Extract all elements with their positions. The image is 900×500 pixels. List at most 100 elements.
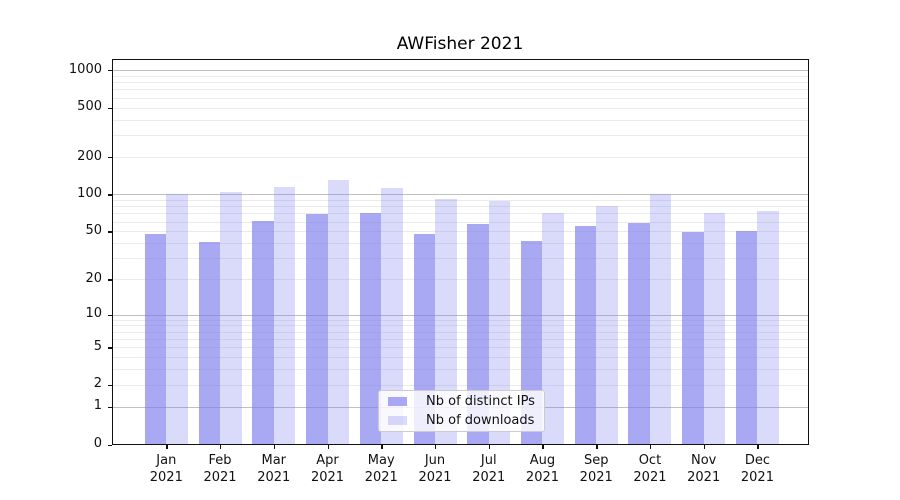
minor-gridline: [113, 82, 808, 84]
bar-downloads: [381, 187, 403, 445]
minor-gridline: [113, 75, 808, 77]
y-tick-mark: [108, 279, 112, 281]
legend-item-downloads: Nb of downloads: [388, 413, 535, 428]
bar-downloads: [542, 212, 564, 445]
x-tick-mark: [166, 445, 168, 449]
minor-gridline: [113, 119, 808, 121]
major-gridline: [113, 70, 808, 71]
x-tick-label: Jan 2021: [149, 453, 183, 485]
legend: Nb of distinct IPs Nb of downloads: [378, 390, 545, 432]
bar-downloads: [220, 192, 242, 445]
x-tick-label: Sep 2021: [579, 453, 613, 485]
bar-downloads: [757, 211, 779, 445]
minor-gridline: [113, 258, 808, 260]
bar-distinct-ips: [735, 231, 758, 445]
minor-gridline: [113, 135, 808, 137]
bar-distinct-ips: [682, 232, 704, 445]
bar-distinct-ips: [628, 223, 650, 445]
y-tick-mark: [108, 444, 112, 446]
minor-gridline: [113, 339, 808, 341]
y-tick-mark: [108, 107, 112, 109]
legend-swatch-distinct-ips: [388, 396, 407, 407]
y-tick-mark: [108, 231, 112, 233]
bar-distinct-ips: [359, 212, 382, 445]
y-tick-mark: [108, 70, 112, 72]
x-tick-mark: [757, 445, 759, 449]
x-tick-mark: [596, 445, 598, 449]
x-tick-label: Dec 2021: [740, 453, 774, 485]
minor-gridline: [113, 213, 808, 215]
minor-gridline: [113, 347, 808, 349]
x-tick-mark: [381, 445, 383, 449]
y-tick-mark: [108, 157, 112, 159]
minor-gridline: [113, 243, 808, 245]
major-gridline: [113, 314, 808, 316]
y-tick-label: 0: [93, 436, 102, 451]
major-gridline: [113, 194, 808, 196]
x-tick-label: Aug 2021: [525, 453, 560, 485]
x-tick-label: May 2021: [364, 453, 398, 485]
y-tick-label: 200: [77, 148, 102, 164]
x-tick-mark: [649, 445, 652, 449]
bar-distinct-ips: [252, 220, 274, 445]
x-tick-mark: [273, 445, 276, 449]
x-tick-label: Jul 2021: [472, 453, 506, 485]
bar-downloads: [166, 193, 188, 445]
bar-downloads: [649, 194, 672, 445]
bar-downloads: [273, 186, 296, 445]
x-tick-label: Mar 2021: [257, 453, 291, 485]
minor-gridline: [113, 331, 808, 333]
bar-downloads: [435, 199, 457, 445]
legend-item-distinct-ips: Nb of distinct IPs: [388, 394, 535, 409]
y-tick-label: 50: [85, 222, 102, 238]
legend-swatch-downloads: [388, 415, 407, 426]
minor-gridline: [113, 279, 808, 281]
x-tick-mark: [542, 445, 544, 449]
minor-gridline: [113, 97, 808, 99]
y-tick-mark: [108, 384, 112, 387]
x-tick-mark: [488, 445, 491, 449]
minor-gridline: [113, 369, 808, 371]
minor-gridline: [113, 107, 808, 109]
minor-gridline: [113, 199, 808, 201]
minor-gridline: [113, 319, 808, 321]
bar-downloads: [327, 180, 350, 445]
chart-title: AWFisher 2021: [396, 34, 524, 54]
y-tick-label: 20: [85, 270, 102, 286]
bar-downloads: [488, 201, 511, 445]
x-tick-label: Nov 2021: [687, 453, 721, 485]
minor-gridline: [113, 157, 808, 159]
y-tick-label: 1000: [68, 61, 102, 77]
minor-gridline: [113, 89, 808, 91]
bar-distinct-ips: [306, 214, 328, 445]
x-tick-label: Feb 2021: [203, 453, 237, 485]
y-tick-label: 5: [93, 338, 102, 354]
y-tick-mark: [108, 347, 112, 349]
x-tick-mark: [220, 445, 222, 449]
minor-gridline: [113, 206, 808, 208]
bar-distinct-ips: [198, 241, 221, 445]
y-tick-mark: [108, 194, 112, 196]
bar-downloads: [596, 205, 618, 445]
y-tick-mark: [108, 314, 112, 316]
legend-label-distinct-ips: Nb of distinct IPs: [426, 394, 535, 409]
minor-gridline: [113, 384, 808, 386]
minor-gridline: [113, 231, 808, 233]
minor-gridline: [113, 357, 808, 359]
y-tick-label: 500: [77, 99, 102, 115]
y-tick-mark: [108, 406, 112, 409]
x-tick-label: Jun 2021: [418, 453, 452, 485]
bar-distinct-ips: [144, 233, 167, 445]
x-tick-label: Apr 2021: [310, 453, 345, 485]
y-tick-label: 1: [93, 398, 102, 414]
minor-gridline: [113, 325, 808, 327]
x-tick-label: Oct 2021: [633, 453, 667, 485]
x-tick-mark: [703, 445, 705, 449]
x-tick-mark: [327, 445, 329, 449]
minor-gridline: [113, 221, 808, 223]
y-tick-label: 10: [85, 306, 102, 322]
y-tick-label: 100: [77, 185, 102, 201]
bar-downloads: [703, 212, 726, 445]
y-tick-label: 2: [93, 376, 102, 392]
